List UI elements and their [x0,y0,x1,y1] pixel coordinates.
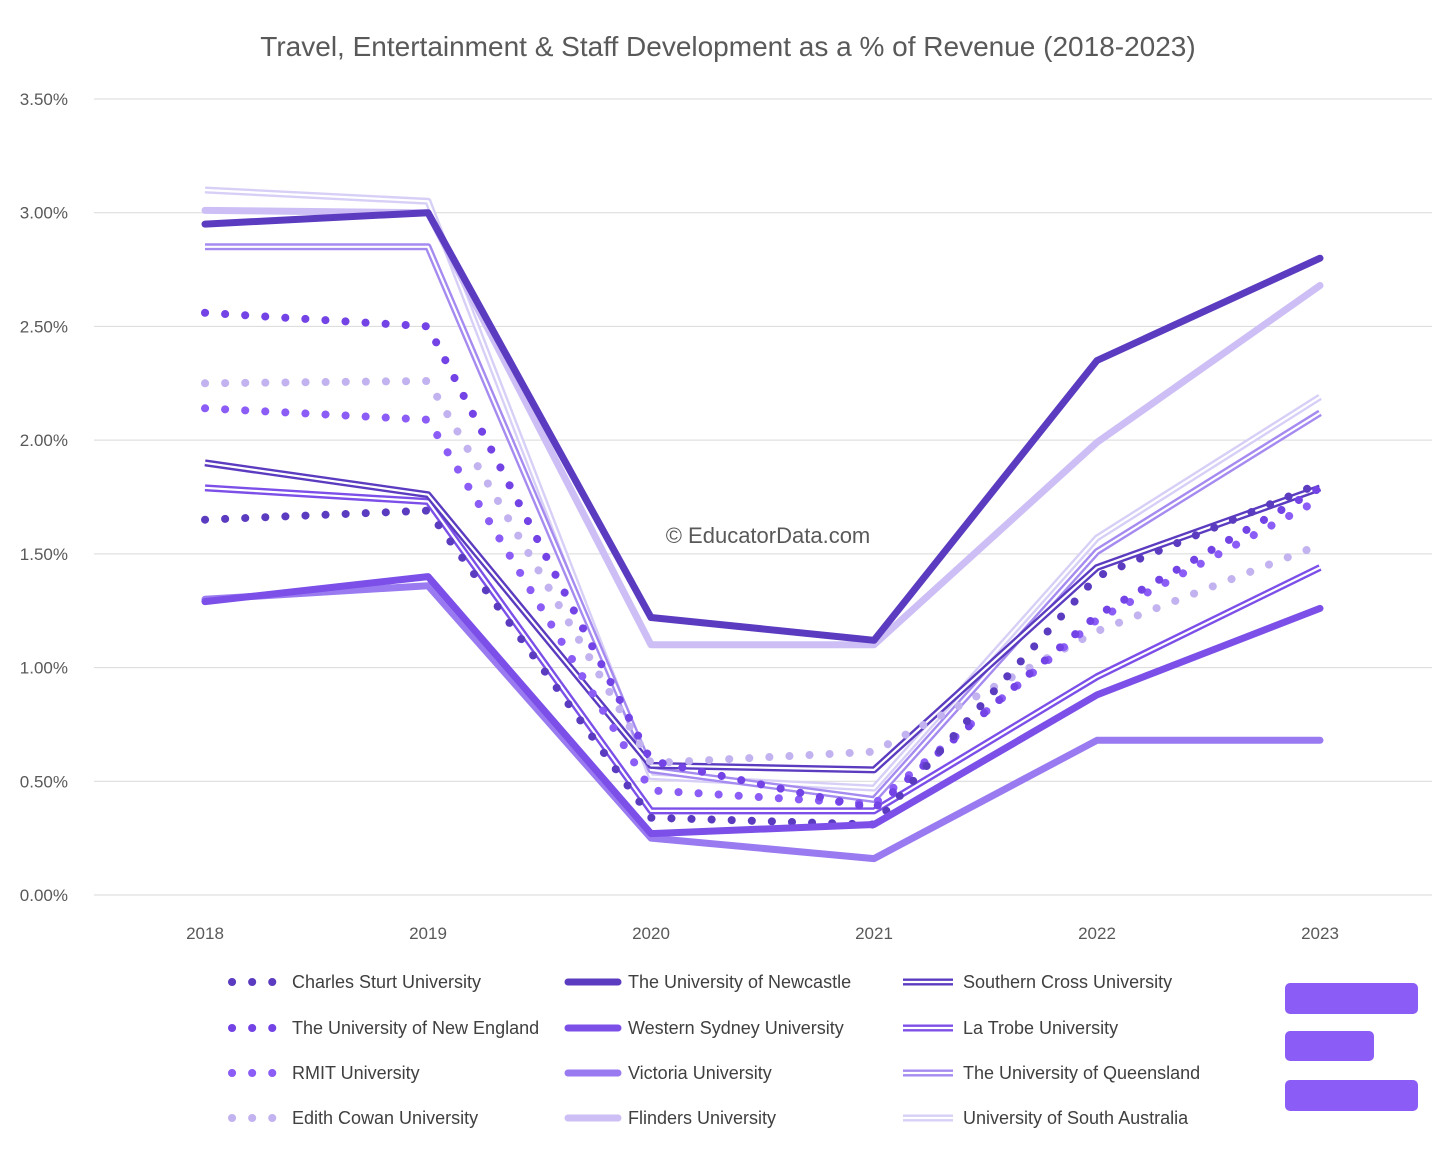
x-tick-label: 2020 [632,924,670,943]
logo-bar [1285,983,1418,1014]
x-tick-label: 2023 [1301,924,1339,943]
legend-label: Charles Sturt University [292,972,481,992]
series-4 [201,209,1324,644]
legend-label: Western Sydney University [628,1018,844,1038]
logo-bar [1285,1080,1418,1111]
legend-label: Southern Cross University [963,972,1172,992]
logo-bar [1285,1031,1374,1061]
series-line-6 [201,582,1324,863]
series-line-inner-9 [204,486,1321,812]
y-tick-label: 3.50% [20,90,68,109]
y-tick-label: 0.00% [20,886,68,905]
series-8 [204,459,1322,774]
legend-item: RMIT University [228,1063,420,1083]
legend-label: University of South Australia [963,1108,1189,1128]
series-line-inner-8 [204,461,1321,771]
series-line-4 [201,209,1324,644]
series-5 [201,573,1324,838]
series-line-1 [201,308,1324,813]
x-tick-label: 2018 [186,924,224,943]
series-6 [201,582,1324,863]
legend-label: Edith Cowan University [292,1108,478,1128]
series-2 [201,404,1324,808]
legend-label: The University of New England [292,1018,539,1038]
series-1 [201,308,1324,813]
legend-item: Edith Cowan University [228,1108,478,1128]
legend-item: Southern Cross University [903,972,1172,992]
x-axis: 2018 2019 2020 2021 2022 2023 [186,924,1339,943]
legend-label: Flinders University [628,1108,776,1128]
legend-item: The University of Queensland [903,1063,1200,1083]
x-tick-label: 2021 [855,924,893,943]
y-tick-label: 1.50% [20,545,68,564]
legend-label: Victoria University [628,1063,772,1083]
series-9 [204,484,1322,815]
y-tick-label: 2.50% [20,317,68,336]
y-axis: 0.00% 0.50% 1.00% 1.50% 2.00% 2.50% 3.00% 3.50% [20,90,68,905]
series-line-2 [201,404,1324,808]
y-tick-label: 3.00% [20,204,68,223]
series-line-8 [204,459,1322,774]
y-tick-label: 2.00% [20,431,68,450]
chart-title: Travel, Entertainment & Staff Developmen… [260,31,1195,62]
y-tick-label: 1.00% [20,659,68,678]
legend-label: The University of Newcastle [628,972,851,992]
y-tick-label: 0.50% [20,772,68,791]
legend-item: Charles Sturt University [228,972,481,992]
watermark: © EducatorData.com [666,523,871,548]
legend-label: The University of Queensland [963,1063,1200,1083]
legend-label: RMIT University [292,1063,420,1083]
series-lines [201,186,1324,863]
series-3 [201,377,1324,768]
legend-item: The University of New England [228,1018,539,1038]
legend: Charles Sturt University The University o… [228,972,1200,1128]
logo-icon [1285,983,1418,1111]
legend-item: University of South Australia [903,1108,1189,1128]
legend-label: La Trobe University [963,1018,1118,1038]
legend-item: La Trobe University [903,1018,1118,1038]
series-line-5 [201,573,1324,838]
legend-item: Victoria University [564,1063,772,1083]
x-tick-label: 2019 [409,924,447,943]
x-tick-label: 2022 [1078,924,1116,943]
legend-item: Flinders University [564,1108,776,1128]
series-line-3 [201,377,1324,768]
legend-item: The University of Newcastle [564,972,851,992]
legend-item: Western Sydney University [564,1018,844,1038]
